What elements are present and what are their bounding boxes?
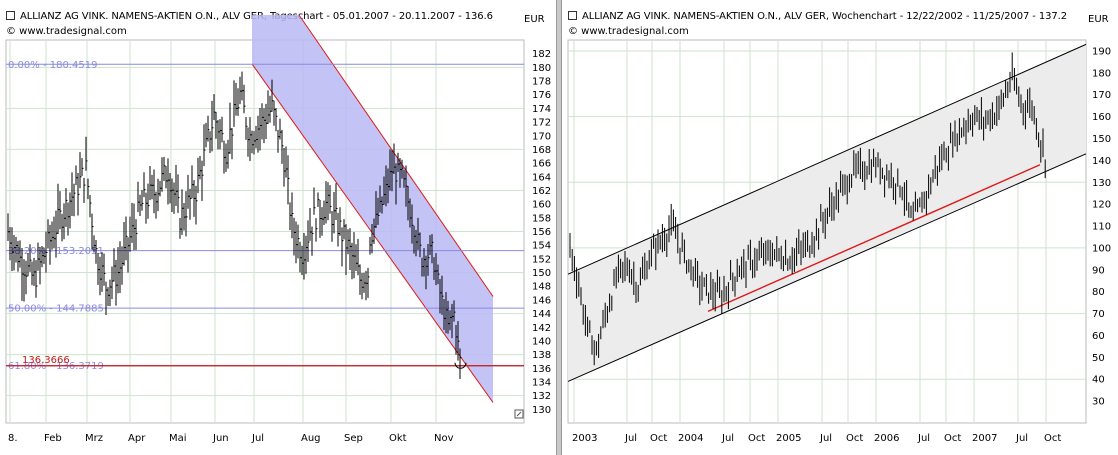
x-tick-label: Jul xyxy=(721,433,734,444)
x-tick-label: Oct xyxy=(1044,433,1061,444)
daily-chart-plot[interactable]: 8. Feb Mrz Apr Mai Jun Jul Aug Sep Okt Nov 130 132 13… xyxy=(0,0,556,455)
x-tick-label: 2006 xyxy=(874,433,899,444)
x-tick-label: 2005 xyxy=(776,433,801,444)
daily-chart-copyright: © www.tradesignal.com xyxy=(6,26,127,37)
y-tick-label: 190 xyxy=(1092,46,1111,57)
y-tick-label: 70 xyxy=(1092,309,1105,320)
fib-label: 61.80% - 136.3719 xyxy=(8,361,104,372)
x-tick-label: Nov xyxy=(434,433,454,444)
weekly-chart-title-text: ALLIANZ AG VINK. NAMENS-AKTIEN O.N., ALV… xyxy=(582,11,1068,22)
y-tick-label: 60 xyxy=(1092,331,1105,342)
weekly-chart-title: ALLIANZ AG VINK. NAMENS-AKTIEN O.N., ALV… xyxy=(568,10,1068,22)
last-price-marker xyxy=(454,362,467,369)
x-tick-label: Jun xyxy=(212,433,229,444)
x-tick-label: 2007 xyxy=(972,433,997,444)
y-tick-label: 132 xyxy=(532,391,551,402)
weekly-currency-label: EUR xyxy=(1088,14,1109,25)
y-tick-label: 40 xyxy=(1092,375,1105,386)
y-tick-label: 50 xyxy=(1092,353,1105,364)
y-tick-label: 172 xyxy=(532,118,551,129)
x-tick-label: Jul xyxy=(251,433,264,444)
x-tick-label: Jul xyxy=(819,433,832,444)
y-tick-label: 130 xyxy=(532,405,551,416)
x-tick-label: Jul xyxy=(624,433,637,444)
y-tick-label: 144 xyxy=(532,309,551,320)
y-tick-label: 130 xyxy=(1092,178,1111,189)
panel-splitter[interactable] xyxy=(556,0,562,455)
weekly-chart-panel: ALLIANZ AG VINK. NAMENS-AKTIEN O.N., ALV… xyxy=(562,0,1118,455)
y-tick-label: 110 xyxy=(1092,222,1111,233)
y-tick-label: 90 xyxy=(1092,265,1105,276)
y-tick-label: 154 xyxy=(532,241,551,252)
y-tick-label: 138 xyxy=(532,350,551,361)
y-tick-label: 156 xyxy=(532,227,551,238)
y-tick-label: 146 xyxy=(532,295,551,306)
x-tick-label: Oct xyxy=(846,433,863,444)
y-tick-label: 164 xyxy=(532,172,551,183)
x-tick-label: Okt xyxy=(389,433,407,444)
x-tick-label: Oct xyxy=(650,433,667,444)
channel-upper-line xyxy=(567,43,1087,275)
y-tick-label: 174 xyxy=(532,104,551,115)
y-tick-label: 30 xyxy=(1092,397,1105,408)
y-tick-label: 158 xyxy=(532,213,551,224)
x-tick-label: Mrz xyxy=(85,433,103,444)
y-tick-label: 140 xyxy=(532,336,551,347)
y-tick-label: 160 xyxy=(532,200,551,211)
x-tick-label: 2003 xyxy=(572,433,597,444)
trend-channel-fill xyxy=(252,15,493,403)
x-tick-label: Jul xyxy=(1015,433,1028,444)
x-tick-label: Jul xyxy=(917,433,930,444)
y-tick-label: 148 xyxy=(532,282,551,293)
x-tick-label: Aug xyxy=(301,433,321,444)
channel-lower-line xyxy=(567,153,1087,382)
x-tick-label: Oct xyxy=(748,433,765,444)
daily-chart-panel: ALLIANZ AG VINK. NAMENS-AKTIEN O.N., ALV… xyxy=(0,0,556,455)
daily-currency-label: EUR xyxy=(524,14,545,25)
x-tick-label: Oct xyxy=(944,433,961,444)
fib-label: 50.00% - 144.7885 xyxy=(8,304,104,315)
y-tick-label: 176 xyxy=(532,90,551,101)
weekly-chart-plot[interactable]: 2003 Jul Oct 2004 Jul Oct 2005 Jul Oct 2006 Jul Oct… xyxy=(562,0,1118,455)
weekly-chart-copyright: © www.tradesignal.com xyxy=(568,26,689,37)
y-tick-label: 168 xyxy=(532,145,551,156)
fib-label: 0.00% - 180.4519 xyxy=(8,60,97,71)
x-tick-label: Sep xyxy=(344,433,363,444)
y-tick-label: 180 xyxy=(1092,68,1111,79)
y-tick-label: 120 xyxy=(1092,200,1111,211)
x-tick-label: Apr xyxy=(128,433,146,444)
x-tick-label: 8. xyxy=(8,433,18,444)
y-tick-label: 80 xyxy=(1092,287,1105,298)
x-tick-label: Mai xyxy=(169,433,187,444)
y-tick-label: 136 xyxy=(532,364,551,375)
price-line-label: 136.3666 xyxy=(22,355,70,366)
y-tick-label: 180 xyxy=(532,63,551,74)
y-tick-label: 166 xyxy=(532,159,551,170)
x-tick-label: Feb xyxy=(44,433,62,444)
window-menu-icon[interactable] xyxy=(6,10,15,20)
y-tick-label: 152 xyxy=(532,254,551,265)
window-menu-icon[interactable] xyxy=(568,10,577,20)
y-tick-label: 170 xyxy=(532,131,551,142)
channel-upper-line xyxy=(298,14,494,297)
resize-grip-mark xyxy=(516,411,522,417)
y-tick-label: 100 xyxy=(1092,243,1111,254)
support-trendline xyxy=(707,164,1041,313)
y-tick-label: 162 xyxy=(532,186,551,197)
y-tick-label: 178 xyxy=(532,77,551,88)
y-tick-label: 150 xyxy=(1092,134,1111,145)
y-tick-label: 134 xyxy=(532,377,551,388)
y-tick-label: 182 xyxy=(532,49,551,60)
y-tick-label: 150 xyxy=(532,268,551,279)
x-tick-label: 2004 xyxy=(678,433,703,444)
y-tick-label: 140 xyxy=(1092,156,1111,167)
y-tick-label: 170 xyxy=(1092,90,1111,101)
y-tick-label: 142 xyxy=(532,323,551,334)
y-tick-label: 160 xyxy=(1092,112,1111,123)
